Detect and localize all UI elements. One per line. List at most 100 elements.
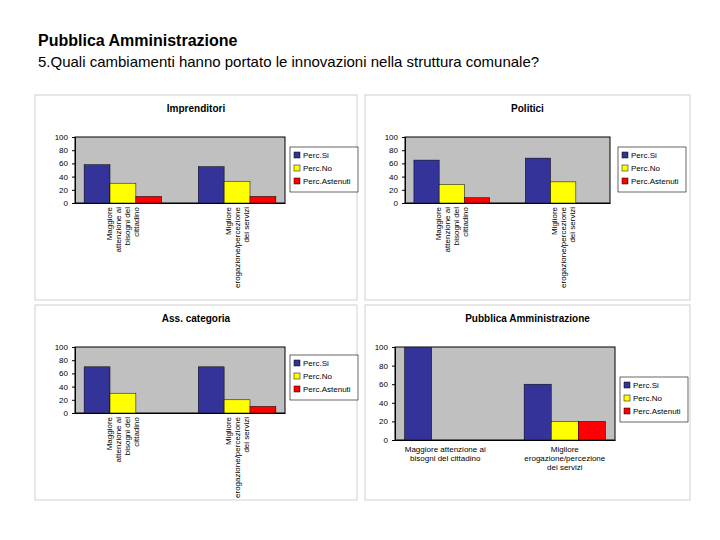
y-tick-mark bbox=[392, 421, 395, 422]
x-tick: Maggioreattenzione aibisogni delcittadin… bbox=[434, 203, 470, 252]
y-axis: 020406080100 bbox=[385, 133, 406, 208]
y-tick: 40 bbox=[389, 173, 405, 182]
x-axis-line bbox=[406, 203, 611, 204]
x-tick: Maggioreattenzione aibisogni delcittadin… bbox=[105, 203, 141, 252]
y-tick: 0 bbox=[64, 409, 75, 418]
x-tick: Miglioreerogazione/percezionedei servizi bbox=[524, 440, 605, 472]
y-tick-mark bbox=[72, 413, 75, 414]
y-tick-label: 40 bbox=[59, 383, 68, 392]
bar bbox=[84, 367, 110, 413]
x-tick-label: Maggioreattenzione aibisogni delcittadin… bbox=[434, 206, 470, 252]
legend: Perc.SiPerc.NoPerc.Astenuti bbox=[290, 147, 358, 192]
legend-swatch bbox=[294, 165, 300, 171]
y-tick-mark bbox=[72, 163, 75, 164]
bar bbox=[250, 196, 276, 203]
x-tick-label: Maggioreattenzione aibisogni delcittadin… bbox=[105, 206, 141, 252]
x-tick-label: Miglioreerogazione/percezionedei servizi bbox=[224, 416, 251, 497]
y-tick-mark bbox=[402, 203, 405, 204]
y-tick: 0 bbox=[394, 199, 405, 208]
y-tick-label: 0 bbox=[64, 409, 69, 418]
legend-frame bbox=[618, 147, 686, 192]
y-axis-line bbox=[72, 138, 76, 204]
bar bbox=[464, 198, 489, 203]
plot-area bbox=[405, 137, 610, 203]
y-tick-label: 0 bbox=[384, 436, 389, 445]
y-tick-mark bbox=[402, 163, 405, 164]
legend-swatch bbox=[624, 408, 630, 414]
y-tick-label: 100 bbox=[55, 133, 69, 142]
legend-frame bbox=[620, 377, 688, 422]
y-tick-mark bbox=[72, 360, 75, 361]
bars bbox=[84, 367, 276, 413]
bars bbox=[84, 165, 276, 203]
x-axis: Maggioreattenzione aibisogni delcittadin… bbox=[76, 413, 286, 498]
legend-swatch bbox=[622, 152, 628, 158]
x-axis: Maggiore attenzione aibisogni del cittad… bbox=[396, 440, 616, 472]
x-tick: Maggiore attenzione aibisogni del cittad… bbox=[405, 440, 486, 463]
y-tick-mark bbox=[402, 190, 405, 191]
x-axis: Maggioreattenzione aibisogni delcittadin… bbox=[406, 203, 611, 288]
y-tick-mark bbox=[392, 384, 395, 385]
bar bbox=[414, 160, 439, 203]
bars bbox=[405, 347, 606, 440]
legend-swatch bbox=[294, 152, 300, 158]
chart-title: Imprenditori bbox=[167, 103, 226, 114]
legend: Perc.SiPerc.NoPerc.Astenuti bbox=[620, 377, 688, 422]
y-tick: 20 bbox=[59, 186, 75, 195]
bar bbox=[459, 440, 486, 441]
legend-label: Perc.Astenuti bbox=[633, 407, 681, 416]
y-tick-mark bbox=[72, 190, 75, 191]
y-tick: 60 bbox=[59, 369, 75, 378]
y-tick-label: 0 bbox=[394, 199, 399, 208]
x-tick-label: Miglioreerogazione/percezionedei servizi bbox=[550, 206, 577, 287]
bar bbox=[576, 203, 601, 204]
legend-label: Perc.Astenuti bbox=[303, 385, 351, 394]
legend-swatch bbox=[294, 386, 300, 392]
y-tick-mark bbox=[392, 366, 395, 367]
bar bbox=[250, 406, 276, 413]
y-tick-label: 20 bbox=[379, 417, 388, 426]
y-tick: 100 bbox=[55, 133, 75, 142]
legend-swatch bbox=[294, 360, 300, 366]
y-tick: 40 bbox=[59, 173, 75, 182]
legend-swatch bbox=[294, 373, 300, 379]
x-tick-label: Miglioreerogazione/percezionedei servizi bbox=[524, 445, 605, 472]
x-tick-label: Maggioreattenzione aibisogni delcittadin… bbox=[105, 416, 141, 462]
y-tick-mark bbox=[72, 203, 75, 204]
y-tick-mark bbox=[72, 373, 75, 374]
y-tick: 100 bbox=[55, 343, 75, 352]
plot-area bbox=[75, 347, 285, 413]
y-tick: 60 bbox=[379, 380, 395, 389]
y-tick-label: 60 bbox=[59, 159, 68, 168]
y-axis-line bbox=[72, 348, 76, 414]
bar bbox=[551, 421, 578, 440]
bar bbox=[136, 196, 162, 203]
background bbox=[0, 0, 720, 540]
y-tick-mark bbox=[402, 137, 405, 138]
y-tick: 80 bbox=[59, 356, 75, 365]
x-tick: Miglioreerogazione/percezionedei servizi bbox=[224, 203, 251, 288]
y-tick-label: 100 bbox=[385, 133, 399, 142]
bar bbox=[551, 182, 576, 203]
y-tick: 60 bbox=[389, 159, 405, 168]
bar bbox=[198, 167, 224, 203]
legend-swatch bbox=[622, 178, 628, 184]
x-tick-label: Miglioreerogazione/percezionedei servizi bbox=[224, 206, 251, 287]
chart-panel: Ass. categoria020406080100Maggioreattenz… bbox=[35, 305, 358, 500]
x-axis-line bbox=[76, 203, 286, 204]
chart-title: Ass. categoria bbox=[162, 313, 231, 324]
y-tick-label: 80 bbox=[59, 356, 68, 365]
y-tick: 100 bbox=[375, 343, 395, 352]
legend: Perc.SiPerc.NoPerc.Astenuti bbox=[618, 147, 686, 192]
x-axis: Maggioreattenzione aibisogni delcittadin… bbox=[76, 203, 286, 288]
legend-label: Perc.Astenuti bbox=[631, 177, 679, 186]
bar bbox=[110, 393, 136, 413]
y-tick-mark bbox=[402, 177, 405, 178]
y-tick-label: 80 bbox=[389, 146, 398, 155]
x-axis-line bbox=[76, 413, 286, 414]
legend: Perc.SiPerc.NoPerc.Astenuti bbox=[290, 355, 358, 400]
plot-area bbox=[75, 137, 285, 203]
bar bbox=[84, 165, 110, 203]
x-tick: Miglioreerogazione/percezionedei servizi bbox=[224, 413, 251, 498]
legend-label: Perc.Si bbox=[303, 151, 329, 160]
